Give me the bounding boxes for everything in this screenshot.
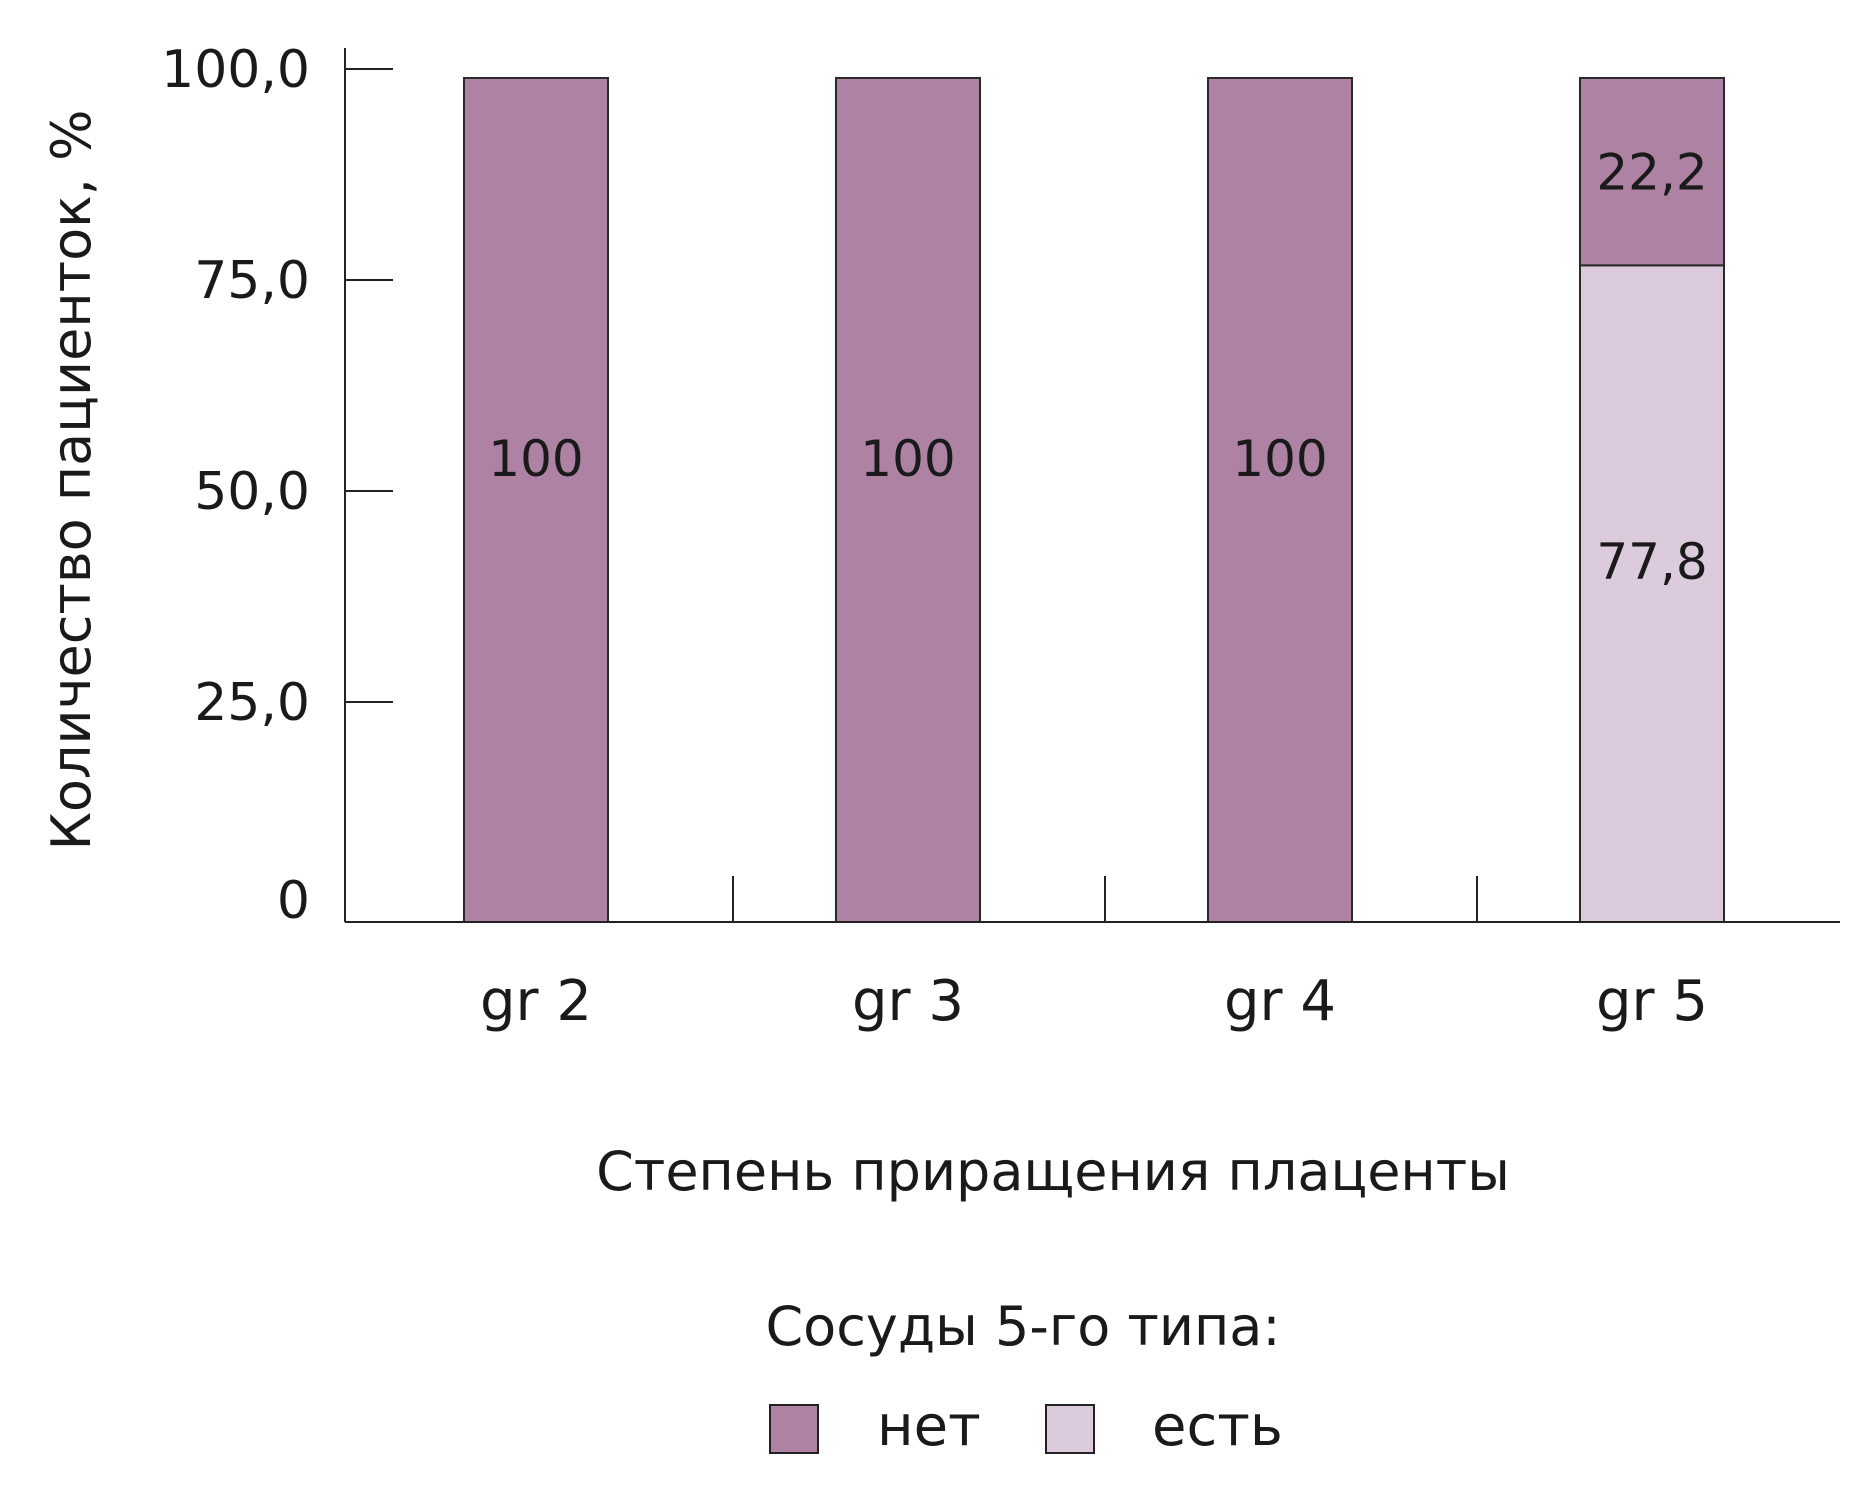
- bar-value-label: 100: [860, 430, 955, 488]
- plot-area: 100 100 100 77,8 22,2: [463, 77, 1725, 924]
- bar-segment: [1579, 264, 1725, 924]
- x-axis-title: Степень приращения плаценты: [596, 1140, 1510, 1203]
- bar-value-label: 77,8: [1596, 533, 1707, 591]
- y-tick-label: 75,0: [194, 251, 310, 311]
- y-tick-label: 0: [277, 871, 310, 931]
- bar-segment: [1207, 77, 1353, 923]
- y-axis: 0 25,0 50,0 75,0 100,0: [161, 40, 393, 931]
- bar-segment: [1579, 77, 1725, 267]
- legend: Сосуды 5-го типа: нет есть: [765, 1295, 1282, 1459]
- bar-segment: [835, 77, 981, 923]
- x-tick-label: gr 2: [480, 969, 592, 1034]
- x-tick-label: gr 3: [852, 969, 964, 1034]
- y-tick-label: 100,0: [161, 40, 310, 100]
- bar-value-label: 100: [1232, 430, 1327, 488]
- x-tick-label: gr 4: [1224, 969, 1336, 1034]
- y-tick-label: 25,0: [194, 673, 310, 733]
- x-axis: gr 2 gr 3 gr 4 gr 5: [345, 876, 1840, 1034]
- legend-label-net: нет: [877, 1394, 981, 1459]
- bar-segment: [463, 77, 609, 923]
- y-tick-label: 50,0: [194, 462, 310, 522]
- bar-value-label: 22,2: [1596, 144, 1707, 202]
- legend-title: Сосуды 5-го типа:: [765, 1295, 1280, 1358]
- legend-label-est: есть: [1152, 1394, 1283, 1459]
- bar-value-label: 100: [488, 430, 583, 488]
- y-axis-title: Количество пациенток, %: [40, 110, 103, 851]
- x-tick-label: gr 5: [1596, 969, 1708, 1034]
- legend-swatch-net: [769, 1404, 819, 1454]
- legend-swatch-est: [1045, 1404, 1095, 1454]
